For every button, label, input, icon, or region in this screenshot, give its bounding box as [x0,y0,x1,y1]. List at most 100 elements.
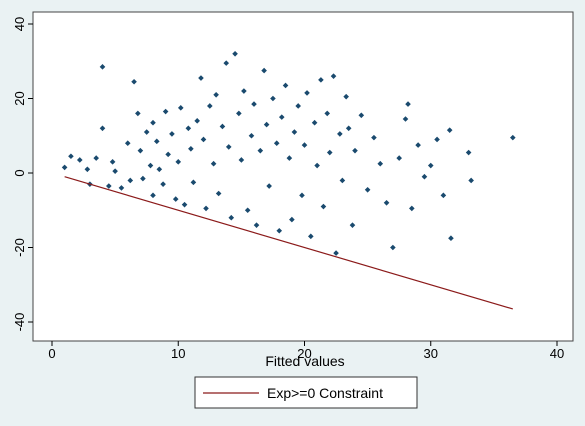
scatter-point [147,162,154,169]
scatter-point [112,168,118,174]
scatter-point [118,185,125,191]
legend: Exp>=0 Constraint [194,376,418,409]
scatter-point [153,138,160,145]
scatter-point [131,78,137,85]
scatter-point [421,173,428,180]
scatter-point [304,90,310,96]
scatter-point [383,200,390,206]
scatter-point [390,244,396,251]
scatter-point [343,93,349,100]
scatter-point [219,123,226,130]
scatter-point [257,147,264,154]
scatter-point [177,105,184,111]
scatter-point [228,214,235,221]
scatter-point [200,136,207,143]
scatter-point [402,116,409,122]
scatter-point [448,235,454,241]
scatter-point [345,125,352,132]
scatter-point [150,192,156,199]
scatter-point [76,157,83,163]
scatter-point [326,149,333,156]
x-tick-label: 10 [171,346,185,361]
scatter-point [299,192,305,199]
scatter-point [266,183,272,189]
scatter-point [109,159,116,165]
x-axis: 0 10 20 30 40 [48,341,564,361]
scatter-point [273,140,280,146]
scatter-point [162,108,169,115]
scatter-point [339,177,346,184]
scatter-point [349,222,356,228]
scatter-point [318,77,324,83]
scatter-point [409,205,415,212]
scatter-point [270,95,276,102]
y-axis: -40 -20 0 20 40 [12,17,33,332]
y-tick-label: 40 [12,17,27,31]
scatter-point [160,181,166,187]
scatter-point [311,119,318,126]
scatter-point [320,203,327,210]
scatter-point [61,164,68,171]
scatter-point [84,166,91,173]
plot-area [32,11,574,342]
scatter-point [251,101,257,107]
scatter-point [127,177,134,184]
scatter-point [405,101,411,107]
x-tick-label: 30 [424,346,438,361]
x-axis-title: Fitted values [265,353,344,369]
scatter-point [295,103,301,109]
scatter-point [364,186,371,193]
scatter-point [172,196,179,202]
legend-label: Exp>=0 Constraint [267,385,383,401]
constraint-line [64,176,513,310]
scatter-point [337,131,343,137]
scatter-point [210,160,217,167]
scatter-point [198,75,204,81]
scatter-point [137,147,144,154]
scatter-point [215,190,222,197]
y-tick-label: 20 [12,91,27,105]
scatter-point [150,119,156,126]
scatter-point [207,103,213,109]
scatter-point [510,134,516,141]
scatter-point [99,64,106,70]
scatter-point [175,159,182,165]
y-tick-label: 0 [12,169,27,176]
scatter-point [427,162,434,169]
scatter-point [415,142,421,148]
y-tick-label: -20 [12,238,27,257]
scatter-point [324,110,331,117]
scatter-point [333,250,339,256]
scatter-point [140,175,146,182]
y-tick-label: -40 [12,313,27,332]
x-tick-label: 20 [297,346,311,361]
scatter-point [263,121,270,128]
scatter-point [190,179,197,186]
scatter-point [223,60,230,66]
scatter-point [371,134,377,141]
scatter-point [278,114,285,120]
x-tick-label: 0 [48,346,55,361]
scatter-point [188,145,194,152]
scatter-point [156,166,163,173]
scatter-point [314,162,320,169]
scatter-point [143,129,150,135]
scatter-point [213,91,219,98]
scatter-point [244,207,251,214]
scatter-point [248,132,255,139]
scatter-point [124,140,131,146]
scatter-point [291,129,298,135]
scatter-point [68,153,74,160]
scatter-point [446,127,453,133]
scatter-point [440,192,447,199]
scatter-point [135,110,141,117]
scatter-points [61,51,516,256]
scatter-point [238,157,245,163]
scatter-point [106,183,112,189]
scatter-point [232,51,238,57]
scatter-point [241,88,247,94]
scatter-point [169,131,175,137]
scatter-point [352,147,358,154]
scatter-point [330,73,337,79]
